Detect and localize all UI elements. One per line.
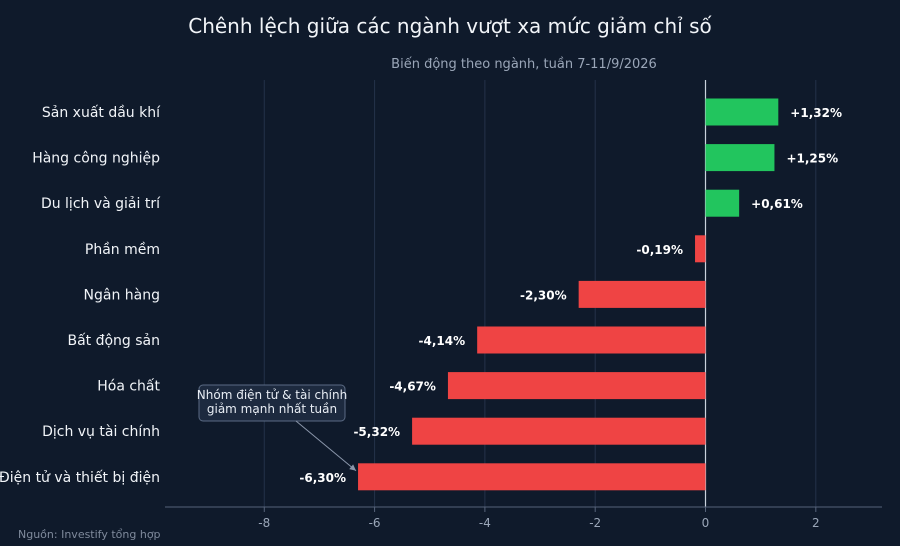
category-label: Hóa chất — [97, 379, 160, 395]
x-tick-label: 0 — [702, 516, 710, 530]
data-label: -2,30% — [520, 288, 567, 302]
data-labels: +1,32% +1,25% +0,61% -0,19% -2,30% -4,14% -4,6… — [299, 106, 842, 485]
category-label: Sản xuất dầu khí — [42, 105, 161, 121]
bar — [412, 417, 706, 445]
x-tick-label: -6 — [369, 516, 381, 530]
category-label: Dịch vụ tài chính — [42, 424, 160, 440]
annotation-text: giảm mạnh nhất tuần — [207, 402, 337, 416]
data-label: +1,32% — [790, 106, 842, 120]
bar — [705, 144, 775, 172]
x-tick-label: -2 — [589, 516, 601, 530]
chart-subtitle: Biến động theo ngành, tuần 7-11/9/2026 — [391, 57, 657, 72]
annotation-arrowhead — [349, 464, 357, 471]
bar — [358, 463, 706, 491]
bar — [447, 372, 706, 400]
bar — [705, 189, 740, 217]
data-label: +0,61% — [751, 197, 803, 211]
data-label: -4,67% — [389, 380, 436, 394]
bar — [477, 326, 706, 354]
category-label: Bất động sản — [67, 333, 160, 349]
data-label: -4,14% — [419, 334, 466, 348]
data-label: -6,30% — [299, 471, 346, 485]
category-label: Hàng công nghiệp — [32, 151, 160, 167]
x-tick-label: -8 — [258, 516, 270, 530]
category-labels: Sản xuất dầu khí Hàng công nghiệp Du lịch … — [0, 105, 161, 486]
data-label: -0,19% — [636, 243, 683, 257]
bar — [705, 98, 779, 126]
bar — [695, 235, 706, 263]
category-label: Điện tử và thiết bị điện — [0, 469, 160, 486]
category-label: Phần mềm — [85, 241, 160, 258]
annotation-text: Nhóm điện tử & tài chính — [197, 388, 347, 402]
data-label: +1,25% — [786, 152, 838, 166]
x-axis-ticks: -8 -6 -4 -2 0 2 — [165, 506, 882, 530]
x-tick-label: 2 — [812, 516, 820, 530]
category-label: Ngân hàng — [84, 287, 160, 303]
source-note: Nguồn: Investify tổng hợp — [18, 528, 161, 541]
annotation-arrow-line — [295, 420, 357, 472]
bars-group — [358, 98, 779, 491]
data-label: -5,32% — [353, 425, 400, 439]
category-label: Du lịch và giải trí — [41, 196, 161, 212]
annotation-box — [198, 384, 346, 422]
chart-title: Chênh lệch giữa các ngành vượt xa mức gi… — [188, 14, 712, 38]
x-tick-label: -4 — [479, 516, 491, 530]
bar — [578, 280, 706, 308]
